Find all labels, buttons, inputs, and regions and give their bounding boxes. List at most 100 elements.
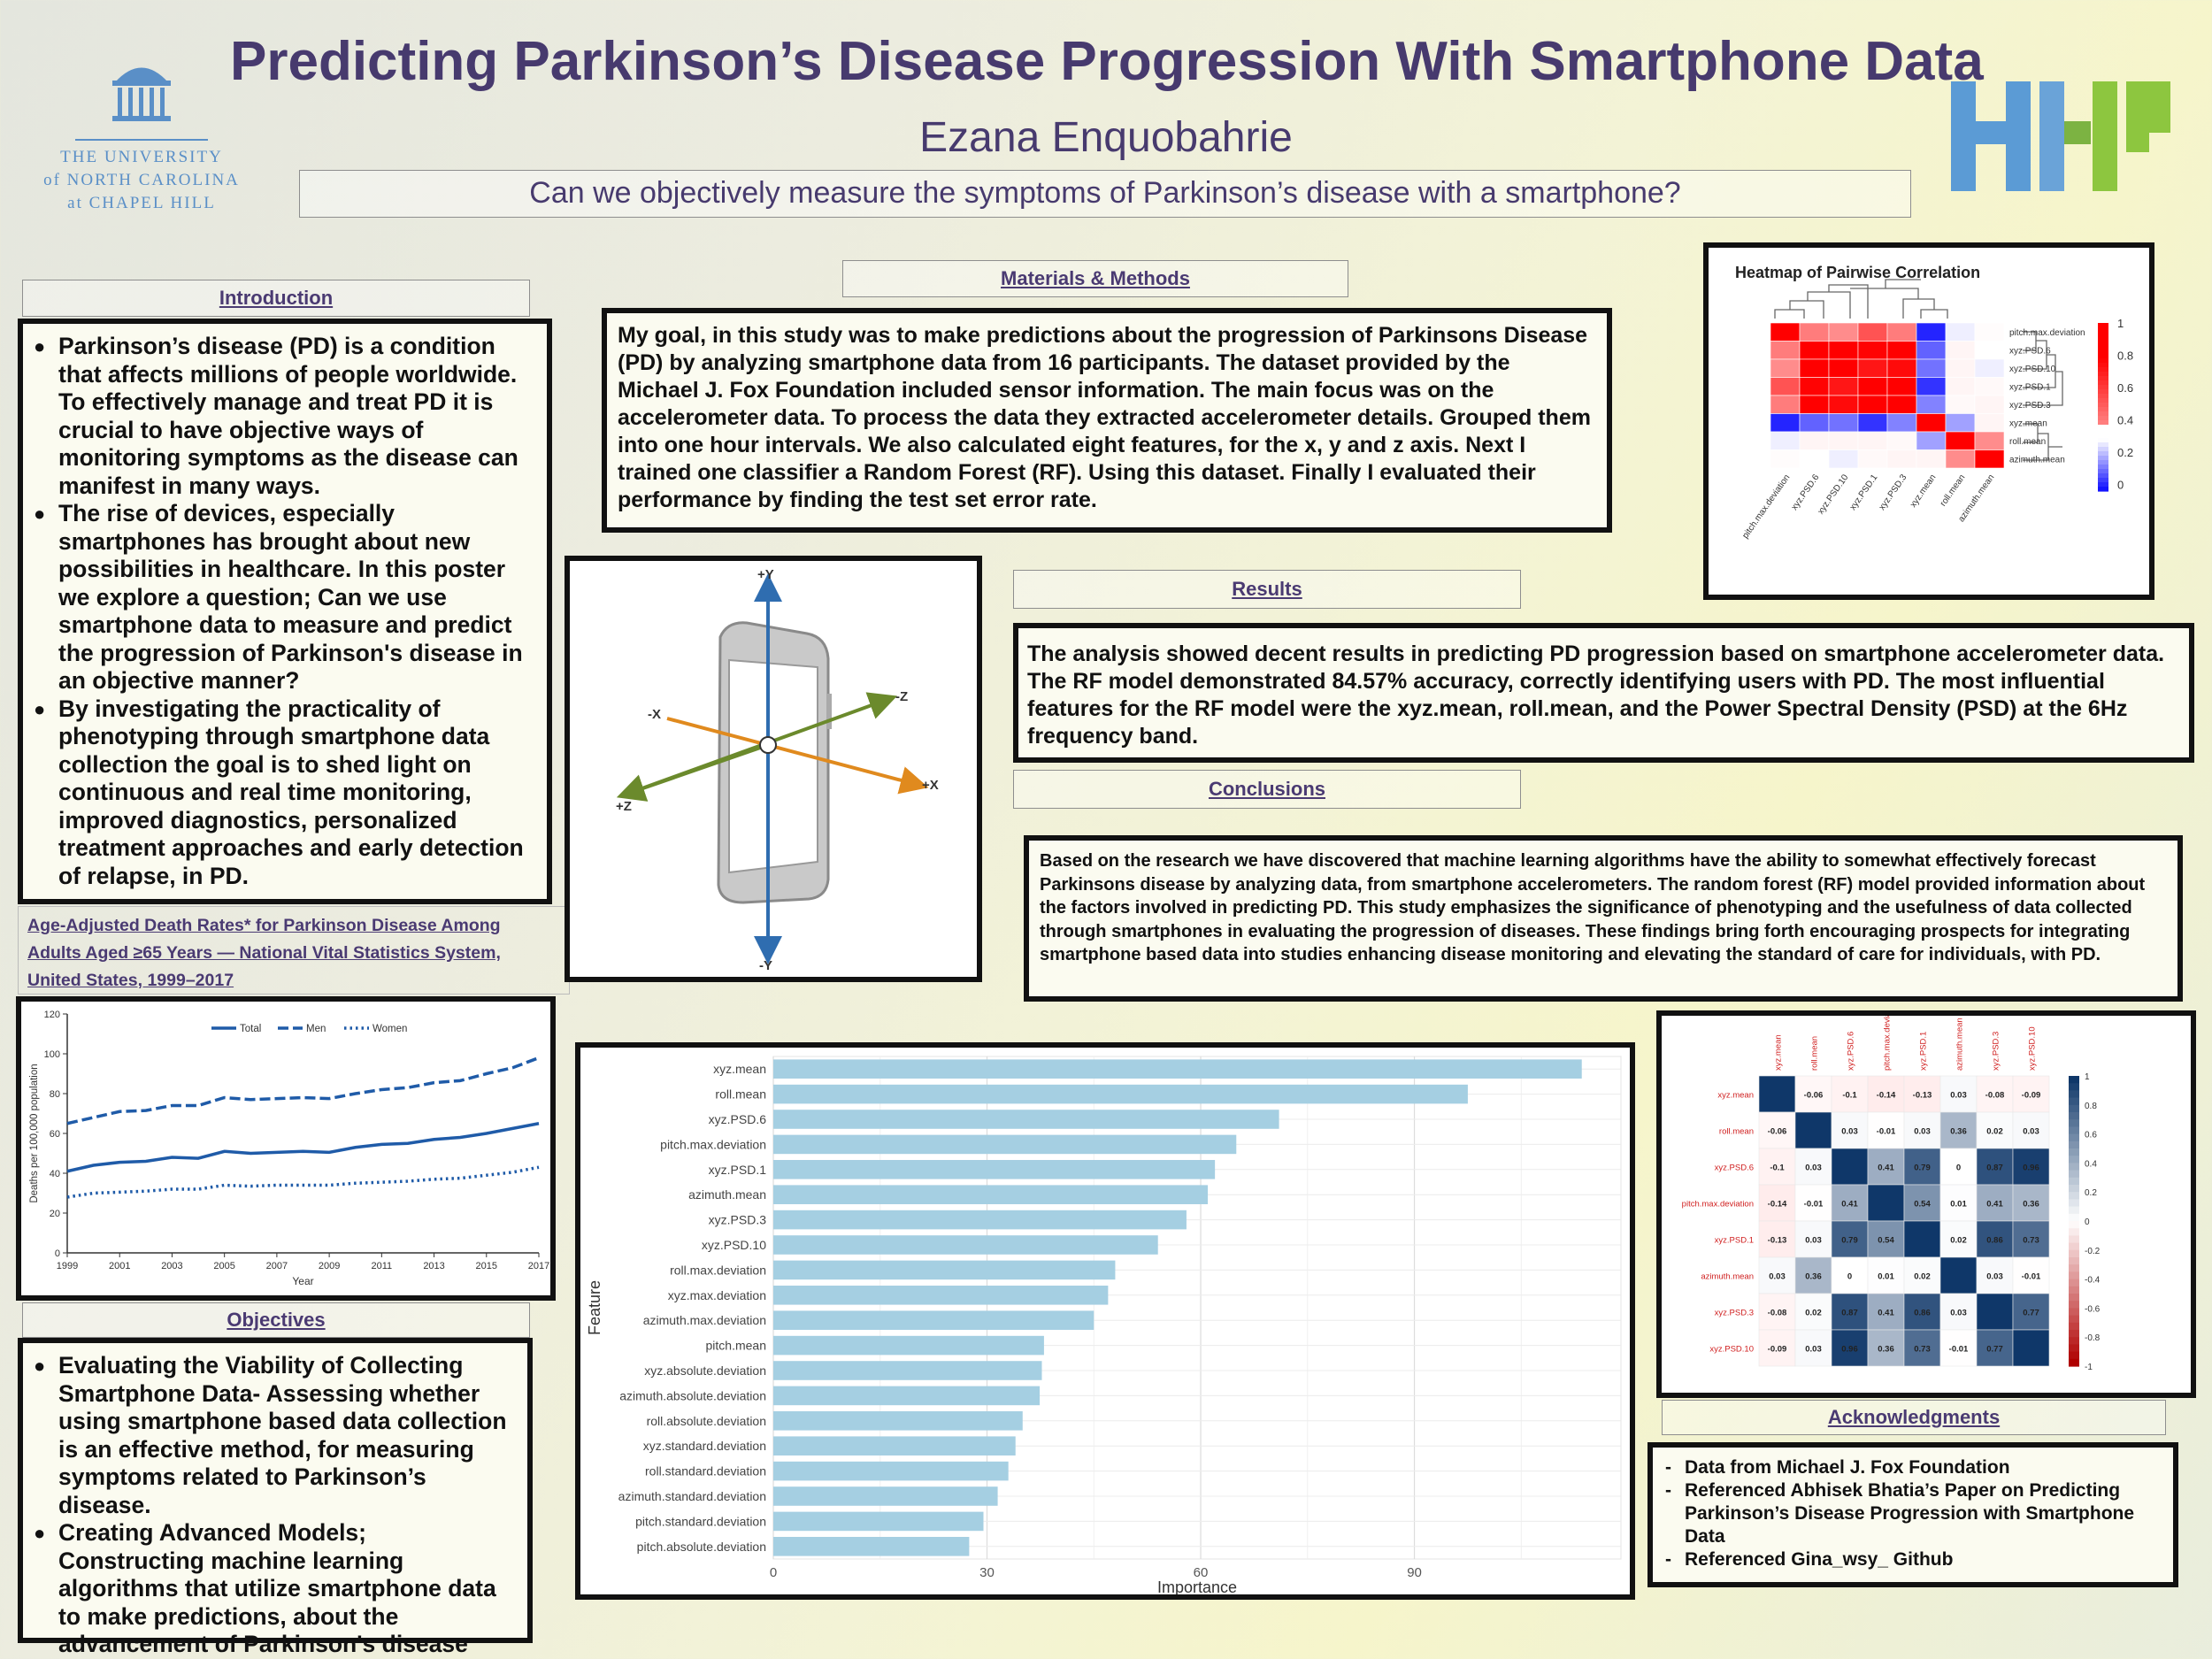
matrix-cell [1939,1256,1978,1294]
legend-bar-segment [2069,1076,2079,1084]
conclusions-heading: Conclusions [1013,770,1521,809]
legend-bar-segment [2098,372,2108,377]
matrix-cell-value: 0.03 [1805,1345,1822,1355]
row-label: pitch.max.deviation [1682,1200,1754,1210]
objective-bullet-2: Creating Advanced Models; Constructing m… [34,1519,513,1659]
matrix-cell-value: -0.01 [1804,1200,1824,1210]
heatmap-cell [1799,413,1830,433]
matrix-cell [1758,1256,1796,1294]
legend-bar-segment [2098,434,2108,439]
matrix-cell-value: 0.03 [2023,1127,2039,1137]
legend-bar-segment [2069,1170,2079,1179]
category-label: roll.standard.deviation [645,1464,766,1479]
bar-xyz.PSD.3 [773,1210,1187,1230]
legend-bar-segment [2069,1249,2079,1258]
matrix-cell-value: -0.08 [1985,1091,2005,1101]
bar-pitch.standard.deviation [773,1511,984,1532]
matrix-cell [1976,1220,2014,1258]
matrix-cell-value: 0.96 [1841,1345,1858,1355]
col-label: pitch.max.deviation [1740,472,1792,540]
legend-bar-segment [2098,345,2108,350]
matrix-cell [1976,1329,2014,1367]
category-label: xyz.PSD.1 [709,1163,767,1177]
legend-bar-segment [2069,1358,2079,1367]
matrix-cell-value: -0.06 [1804,1091,1824,1101]
legend-bar-segment [2098,447,2108,452]
heatmap-cell [1974,449,2005,469]
heatmap-cell [1770,431,1801,450]
bar-xyz.absolute.deviation [773,1361,1042,1380]
matrix-cell [2012,1184,2050,1222]
bar-azimuth.standard.deviation [773,1486,998,1506]
y-tick-label: 120 [44,1010,60,1020]
matrix-cell-value: 0 [1847,1272,1852,1282]
legend-bar-segment [2069,1112,2079,1120]
legend-bar-segment [2069,1344,2079,1353]
legend-bar-segment [2069,1199,2079,1208]
matrix-cell-value: 0.73 [2023,1236,2039,1246]
matrix-cell-value: 0.86 [1986,1236,2003,1246]
y-tick-label: 60 [50,1129,60,1140]
ack-item-1: Data from Michael J. Fox Foundation [1662,1456,2161,1479]
intro-bullet-3: By investigating the practicality of phe… [34,695,533,891]
matrix-cell-value: -0.14 [1877,1091,1896,1101]
bar-xyz.standard.deviation [773,1436,1016,1455]
heatmap-cell [1828,377,1859,396]
bar-pitch.absolute.deviation [773,1537,970,1556]
conclusions-box: Based on the research we have discovered… [1024,835,2183,1002]
matrix-cell [1939,1075,1978,1113]
x-tick-label: 2011 [372,1261,393,1271]
category-label: xyz.PSD.3 [709,1213,767,1227]
legend-label-total: Total [240,1024,261,1034]
legend-bar-segment [2069,1301,2079,1309]
legend-bar-segment [2098,451,2108,457]
legend-bar-segment [2069,1228,2079,1236]
heatmap-cell [1886,341,1917,360]
matrix-cell-value: -0.14 [1768,1200,1787,1210]
heatmap-cell [1799,395,1830,414]
unc-line1: THE UNIVERSITY [60,148,223,166]
matrix-cell-value: 0 [1956,1164,1961,1173]
legend-bar-segment [2069,1264,2079,1272]
matrix-cell [2012,1256,2050,1294]
matrix-cell-value: -0.1 [1842,1091,1857,1101]
heatmap-cell [1886,431,1917,450]
matrix-cell [1903,1329,1941,1367]
x-tick-label: 2005 [213,1261,234,1271]
legend-bar-segment [2069,1279,2079,1287]
x-tick-label: 2015 [476,1261,497,1271]
matrix-cell [2012,1329,2050,1367]
matrix-cell-value: 0.01 [1950,1200,1967,1210]
feature-importance-chart: 0 30 60 90 xyz.mean roll.mean xyz.PSD.6 pitch.m… [586,1056,1622,1596]
heatmap-cell [1974,431,2005,450]
axis-label-plus-z: +Z [616,799,632,814]
category-label: xyz.PSD.6 [709,1112,767,1126]
matrix-cell-value: -0.01 [1949,1345,1969,1355]
heatmap-cell [1857,431,1888,450]
matrix-cell-value: 0.87 [1841,1309,1858,1318]
bar-azimuth.absolute.deviation [773,1386,1041,1406]
legend-bar-segment [2069,1213,2079,1222]
x-tick-label: 2009 [319,1261,340,1271]
poster-title: Predicting Parkinson’s Disease Progressi… [230,31,1984,92]
legend-bar-segment [2098,349,2108,355]
matrix-cell-value: 0.03 [1841,1127,1858,1137]
heatmap-cell [1916,358,1947,378]
series-line-women [66,1165,540,1199]
pairwise-heatmap-box: Heatmap of Pairwise Correlation pitch.max… [1703,242,2154,600]
heatmap-cell [1770,377,1801,396]
death-chart-caption: Age-Adjusted Death Rates* for Parkinson … [18,906,570,995]
col-label: xyz.PSD.3 [1878,472,1909,512]
legend-bar-segment [2069,1148,2079,1156]
matrix-cell-value: 0.36 [1950,1127,1967,1137]
caption-line-3: United States, 1999–2017 [27,971,234,990]
heatmap-cell [1974,358,2005,378]
ack-item-2: Referenced Abhisek Bhatia’s Paper on Pre… [1662,1479,2161,1548]
matrix-cell [1831,1148,1869,1186]
matrix-cell-value: -0.08 [1768,1309,1787,1318]
x-tick-label: 2003 [161,1261,182,1271]
category-label: pitch.mean [706,1339,766,1353]
bar-roll.max.deviation [773,1260,1116,1280]
matrix-cell-value: 0.79 [1841,1236,1858,1246]
materials-box: My goal, in this study was to make predi… [602,308,1612,533]
